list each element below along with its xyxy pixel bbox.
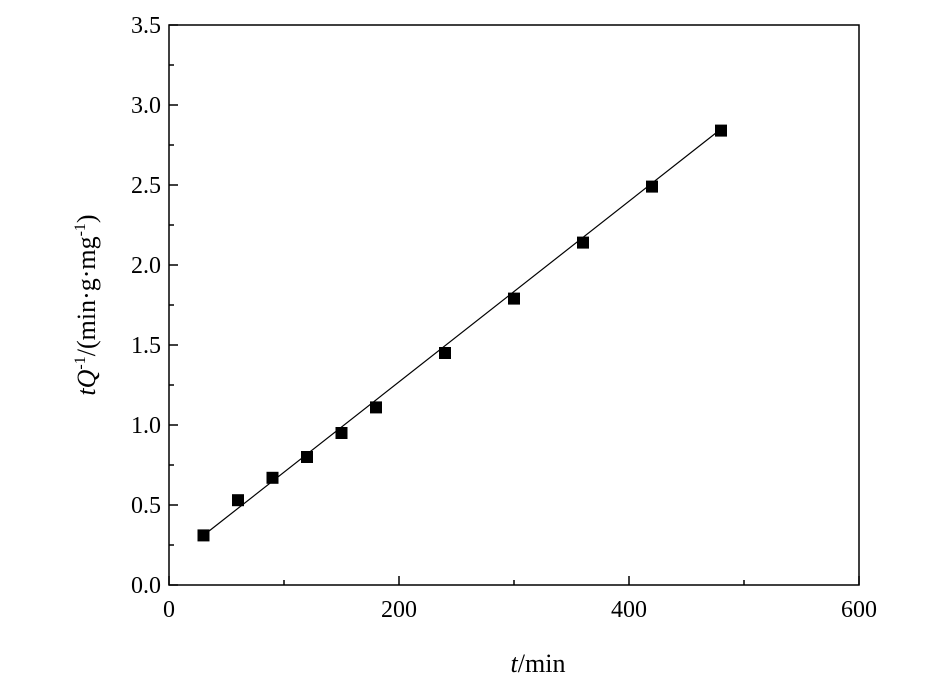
x-axis-title: t/min [511, 649, 566, 678]
y-tick-label: 1.0 [131, 413, 161, 439]
y-tick-label: 0.0 [131, 573, 161, 599]
x-axis: 0 200 400 600 [163, 576, 877, 623]
x-tick-label: 400 [611, 597, 647, 623]
data-point [508, 292, 520, 305]
y-tick-label: 2.0 [131, 253, 161, 279]
y-tick-label: 2.5 [131, 173, 161, 199]
data-point [335, 427, 348, 439]
y-tick-label: 3.0 [131, 93, 161, 119]
fit-line [203, 128, 722, 536]
y-tick-label: 0.5 [131, 493, 161, 519]
data-point [439, 347, 451, 359]
y-tick-label: 3.5 [131, 13, 161, 39]
data-point [197, 529, 210, 542]
x-tick-label: 0 [163, 597, 175, 623]
y-tick-label: 1.5 [131, 333, 161, 359]
y-axis: 0.0 0.5 1.0 1.5 2.0 2.5 3.0 3.5 [131, 13, 178, 599]
plot-frame [168, 24, 860, 586]
x-tick-label: 200 [381, 597, 417, 623]
data-point [577, 236, 589, 249]
x-tick-label: 600 [841, 597, 877, 623]
data-point [715, 124, 727, 137]
data-point [646, 180, 658, 193]
y-axis-title: tQ-1/(min·g·mg-1) [72, 214, 101, 395]
data-points [197, 124, 727, 542]
data-point [266, 471, 279, 484]
data-point [301, 451, 313, 463]
data-point [370, 401, 382, 414]
data-point [232, 494, 244, 507]
